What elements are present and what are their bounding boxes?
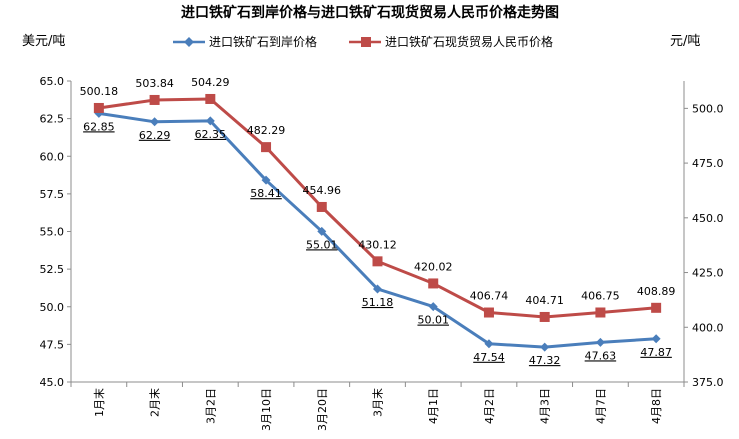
right-axis-unit: 元/吨	[670, 34, 700, 49]
data-label-rmb: 503.84	[135, 77, 174, 90]
x-category-label: 4月2日	[483, 388, 496, 424]
right-tick-label: 400.0	[692, 321, 724, 334]
right-tick-label: 500.0	[692, 102, 724, 115]
data-point-rmb	[261, 142, 272, 153]
data-label-fob: 47.32	[529, 354, 561, 367]
x-category-label: 3月20日	[316, 388, 329, 431]
left-tick-label: 52.5	[40, 263, 65, 276]
left-tick-label: 62.5	[40, 113, 65, 126]
data-label-rmb: 430.12	[358, 238, 397, 251]
data-label-rmb: 406.75	[581, 289, 620, 302]
data-point-fob	[373, 284, 382, 294]
data-label-fob: 55.01	[306, 238, 338, 251]
data-label-rmb: 454.96	[303, 184, 342, 197]
data-point-rmb	[93, 102, 104, 113]
legend-square-icon	[361, 37, 371, 47]
left-tick-label: 60.0	[40, 150, 65, 163]
data-point-rmb	[539, 311, 550, 322]
data-point-fob	[428, 302, 438, 312]
data-label-fob: 47.63	[585, 349, 617, 362]
left-tick-label: 65.0	[40, 75, 65, 88]
series-lines	[98, 97, 657, 349]
x-category-label: 4月8日	[650, 388, 663, 424]
series-line-rmb	[98, 97, 657, 319]
data-label-fob: 58.41	[250, 187, 282, 200]
data-label-fob: 47.87	[640, 346, 672, 359]
data-point-fob	[540, 342, 550, 352]
data-point-rmb	[595, 307, 606, 318]
data-label-rmb: 404.71	[525, 294, 564, 307]
right-tick-label: 425.0	[692, 267, 724, 280]
left-tick-label: 47.5	[40, 338, 65, 351]
legend-label-fob: 进口铁矿石到岸价格	[209, 34, 317, 49]
legend-item-rmb: 进口铁矿石现货贸易人民币价格	[349, 34, 553, 49]
series-line-fob	[98, 111, 657, 349]
data-label-fob: 62.29	[139, 129, 171, 142]
data-label-rmb: 482.29	[247, 124, 286, 137]
data-label-rmb: 420.02	[414, 260, 453, 273]
right-tick-label: 475.0	[692, 157, 724, 170]
data-point-rmb	[428, 278, 439, 289]
data-label-fob: 47.54	[473, 351, 505, 364]
legend-label-rmb: 进口铁矿石现货贸易人民币价格	[385, 34, 553, 49]
series-markers	[93, 93, 662, 352]
data-label-fob: 51.18	[362, 296, 394, 309]
data-point-rmb	[316, 201, 327, 212]
data-label-rmb: 406.74	[470, 290, 509, 303]
right-tick-label: 450.0	[692, 212, 724, 225]
data-point-fob	[317, 226, 327, 236]
x-category-label: 3月2日	[204, 388, 217, 424]
data-point-rmb	[483, 307, 494, 318]
left-tick-label: 55.0	[40, 226, 65, 239]
data-labels: 62.85 62.29 62.35 58.41 55.01 51.18 50.01 47.54…	[80, 76, 676, 367]
data-point-fob	[595, 337, 605, 347]
data-label-fob: 62.35	[195, 128, 227, 141]
chart-title: 进口铁矿石到岸价格与进口铁矿石现货贸易人民币价格走势图	[181, 4, 559, 21]
data-point-fob	[150, 117, 160, 127]
right-tick-label: 375.0	[692, 376, 724, 389]
data-label-fob: 50.01	[417, 314, 449, 327]
data-label-rmb: 500.18	[80, 85, 119, 98]
data-point-fob	[651, 334, 661, 344]
left-tick-label: 50.0	[40, 301, 65, 314]
axes: 45.0 47.5 50.0 52.5 55.0 57.5 60.0 62.5 65.0 375.…	[40, 75, 724, 431]
x-category-label: 1月末	[92, 388, 106, 417]
x-category-label: 3月末	[371, 388, 385, 417]
x-category-label: 4月7日	[594, 388, 607, 424]
data-point-fob	[484, 339, 494, 349]
left-tick-label: 45.0	[40, 376, 65, 389]
data-label-rmb: 408.89	[637, 285, 676, 298]
data-label-fob: 62.85	[83, 120, 115, 133]
x-category-label: 4月1日	[427, 388, 440, 424]
data-point-rmb	[205, 93, 216, 104]
legend-diamond-icon	[184, 37, 194, 47]
x-category-label: 4月3日	[539, 388, 552, 424]
x-category-label: 2月末	[148, 388, 162, 417]
data-point-rmb	[149, 94, 160, 105]
data-point-rmb	[651, 302, 662, 313]
legend: 进口铁矿石到岸价格 进口铁矿石现货贸易人民币价格	[173, 34, 553, 49]
x-category-label: 3月10日	[260, 388, 273, 431]
legend-item-fob: 进口铁矿石到岸价格	[173, 34, 317, 49]
left-axis-unit: 美元/吨	[22, 34, 65, 49]
data-label-rmb: 504.29	[191, 76, 230, 89]
data-point-fob	[261, 175, 271, 185]
data-point-rmb	[372, 256, 383, 267]
data-point-fob	[205, 116, 215, 126]
left-tick-label: 57.5	[40, 188, 65, 201]
